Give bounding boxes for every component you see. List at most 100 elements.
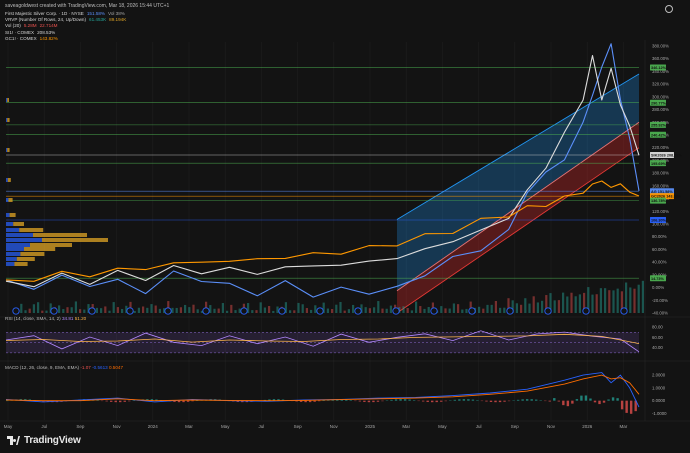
macd-histogram-bar bbox=[458, 399, 461, 401]
dividend-marker bbox=[240, 307, 248, 315]
volume-bar bbox=[595, 294, 598, 313]
volume-bar bbox=[377, 301, 380, 313]
y-tick-label: 340.00% bbox=[652, 69, 669, 74]
tradingview-logo[interactable]: TradingView bbox=[7, 435, 81, 446]
macd-histogram-bar bbox=[128, 400, 131, 402]
macd-histogram-bar bbox=[602, 400, 606, 403]
volume-bar bbox=[184, 304, 187, 313]
volume-bar bbox=[331, 309, 334, 313]
level-badge bbox=[650, 197, 666, 204]
volume-bar bbox=[532, 296, 535, 313]
volume-bar bbox=[423, 308, 426, 313]
macd-histogram-bar bbox=[489, 400, 493, 402]
legend-value: 151.58% bbox=[86, 11, 106, 16]
macd-histogram-bar bbox=[381, 400, 384, 402]
series-line bbox=[5, 180, 640, 282]
y-tick-label: 320.00% bbox=[652, 82, 669, 87]
macd-histogram-bar bbox=[634, 400, 637, 412]
x-tick-label: Nov bbox=[113, 424, 122, 429]
volume-bar bbox=[192, 304, 195, 313]
volume-bar bbox=[494, 301, 497, 313]
volume-bar bbox=[335, 304, 338, 313]
macd-histogram-bar bbox=[123, 400, 126, 402]
macd-histogram-bar bbox=[367, 400, 371, 403]
macd-histogram-bar bbox=[471, 399, 475, 401]
macd-histogram-bar bbox=[191, 400, 194, 402]
macd-histogram-bar bbox=[295, 400, 298, 402]
volume-profile-bar bbox=[42, 238, 108, 242]
macd-histogram-bar bbox=[575, 399, 579, 401]
tradingview-icon bbox=[7, 436, 20, 445]
macd-histogram-bar bbox=[525, 399, 529, 401]
macd-histogram-bar bbox=[593, 400, 597, 403]
volume-bar bbox=[524, 298, 527, 313]
legend-row[interactable]: Vol (20) 5.28M 22.714M bbox=[5, 23, 126, 29]
volume-profile-bar bbox=[7, 178, 11, 182]
macd-histogram-bar bbox=[616, 398, 619, 401]
rsi-line bbox=[5, 333, 640, 344]
macd-histogram-bar bbox=[598, 400, 601, 405]
macd-histogram-bar bbox=[462, 399, 466, 401]
volume-bar bbox=[503, 307, 506, 313]
volume-bar bbox=[629, 287, 632, 313]
volume-bar bbox=[175, 307, 178, 313]
level-badge bbox=[650, 64, 666, 71]
volume-bar bbox=[360, 304, 363, 313]
legend-row[interactable]: VRVP (Number Of Rows, 24, Up/Down) 61.453… bbox=[5, 17, 126, 23]
legend-row[interactable]: First Majestic Silver Corp. · 1D · NYSE 1… bbox=[5, 11, 126, 17]
volume-bar bbox=[83, 309, 86, 313]
volume-bar bbox=[137, 307, 140, 313]
level-badge-label: 346.12% bbox=[651, 66, 667, 70]
dividend-marker bbox=[88, 307, 96, 315]
volume-profile-bar bbox=[6, 262, 15, 266]
legend-row[interactable]: GC1! · COMEX 143.82% bbox=[5, 36, 126, 42]
chart-credit: saveagoldwest created with TradingView.c… bbox=[5, 3, 170, 9]
volume-bar bbox=[32, 304, 35, 313]
volume-bar bbox=[284, 302, 287, 313]
rsi-ma-value: 51.20 bbox=[74, 316, 87, 321]
macd-histogram-bar bbox=[299, 400, 303, 402]
channel-upper-line bbox=[396, 73, 640, 220]
volume-bar bbox=[620, 291, 623, 313]
level-badge bbox=[650, 131, 666, 138]
x-tick-label: 2024 bbox=[148, 424, 159, 429]
x-tick-label: Nov bbox=[330, 424, 339, 429]
volume-bar bbox=[45, 310, 48, 313]
level-badge bbox=[650, 152, 674, 159]
y-tick-label: 40.00% bbox=[652, 260, 667, 265]
level-badge-label: 106.30% bbox=[651, 219, 667, 223]
legend-label: Vol (20) bbox=[5, 23, 21, 29]
macd-line bbox=[5, 372, 640, 408]
rsi-value: 34.81 bbox=[61, 316, 74, 321]
channel-upper-fill bbox=[396, 73, 639, 291]
macd-histogram-bar bbox=[272, 399, 276, 401]
volume-bar bbox=[520, 304, 523, 313]
macd-histogram-bar bbox=[444, 400, 447, 402]
volume-bar bbox=[583, 292, 586, 313]
x-tick-label: 2025 bbox=[365, 424, 376, 429]
legend-row[interactable]: SI1! · COMEX 208.53% bbox=[5, 30, 126, 36]
volume-bar bbox=[79, 309, 82, 313]
macd-histogram-bar bbox=[345, 399, 348, 401]
macd-histogram-bar bbox=[241, 400, 244, 403]
volume-bar bbox=[545, 295, 548, 313]
gear-icon[interactable] bbox=[665, 5, 673, 13]
macd-histogram-bar bbox=[317, 400, 321, 402]
volume-profile-bar bbox=[6, 252, 21, 256]
volume-bar bbox=[179, 307, 182, 313]
volume-profile-bar bbox=[30, 243, 72, 247]
macd-histogram-bar bbox=[440, 400, 443, 402]
channel-lower-line bbox=[396, 147, 640, 314]
macd-title: MACD (12, 26, close, 9, EMA, EMA) bbox=[5, 365, 80, 370]
legend-label: SI1! · COMEX bbox=[5, 29, 35, 35]
channel-mid-line bbox=[396, 121, 640, 292]
volume-bar bbox=[125, 305, 128, 313]
y-tick-label: 60.00% bbox=[652, 247, 667, 252]
volume-bar bbox=[209, 305, 212, 313]
y-tick-label: 280.00% bbox=[652, 107, 669, 112]
volume-bar bbox=[142, 306, 145, 313]
macd-histogram-bar bbox=[268, 399, 271, 401]
volume-bar bbox=[343, 310, 346, 313]
